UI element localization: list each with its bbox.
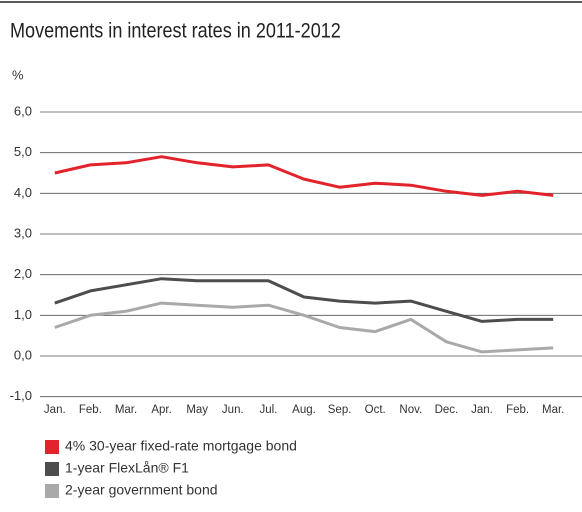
- legend-swatch: [45, 462, 59, 476]
- x-tick-label: Jul.: [259, 404, 277, 416]
- x-tick-label: Jun.: [222, 404, 244, 416]
- y-tick-label: 5,0: [14, 144, 32, 159]
- y-tick-label: 1,0: [14, 307, 32, 322]
- legend-label: 2-year government bond: [65, 482, 218, 498]
- legend-swatch: [45, 484, 59, 498]
- x-tick-label: Aug.: [292, 404, 316, 416]
- y-axis-label: %: [12, 67, 24, 82]
- line-series: [54, 301, 554, 354]
- x-tick-label: Jan.: [44, 404, 66, 416]
- y-tick-label: 4,0: [14, 185, 32, 200]
- x-tick-label: Feb.: [79, 404, 102, 416]
- x-tick-label: Mar.: [542, 404, 564, 416]
- x-tick-label: Nov.: [399, 404, 422, 416]
- x-tick-label: Jan.: [471, 404, 493, 416]
- x-tick-label: May: [186, 404, 208, 416]
- y-tick-label: 0,0: [14, 347, 32, 362]
- legend-swatch: [45, 440, 59, 454]
- legend-label: 4% 30-year fixed-rate mortgage bond: [65, 438, 297, 454]
- chart-title: Movements in interest rates in 2011-2012: [10, 19, 341, 43]
- x-tick-label: Oct.: [365, 404, 386, 416]
- x-tick-label: Feb.: [506, 404, 529, 416]
- y-tick-label: 6,0: [14, 103, 32, 118]
- y-tick-label: -1,0: [10, 388, 32, 403]
- line-series: [54, 277, 554, 323]
- y-tick-label: 2,0: [14, 266, 32, 281]
- x-tick-label: Apr.: [151, 404, 171, 416]
- y-tick-label: 3,0: [14, 225, 32, 240]
- x-tick-label: Mar.: [115, 404, 137, 416]
- x-tick-label: Sep.: [328, 404, 352, 416]
- line-series: [54, 155, 554, 197]
- x-tick-label: Dec.: [435, 404, 459, 416]
- legend-label: 1-year FlexLån® F1: [65, 460, 189, 476]
